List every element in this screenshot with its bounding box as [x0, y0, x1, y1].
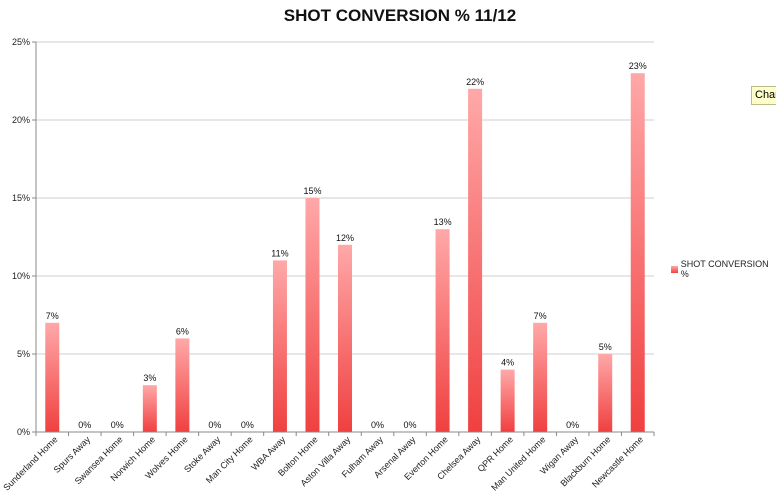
data-label: 7%: [46, 311, 59, 321]
y-tick-label: 10%: [12, 271, 30, 281]
legend-label: SHOT CONVERSION %: [680, 259, 769, 279]
data-label: 3%: [143, 373, 156, 383]
y-tick-label: 5%: [17, 349, 30, 359]
data-label: 6%: [176, 326, 189, 336]
data-label: 0%: [208, 420, 221, 430]
y-tick-label: 0%: [17, 427, 30, 437]
y-tick-label: 15%: [12, 193, 30, 203]
bar: [630, 73, 645, 432]
data-label: 4%: [501, 358, 514, 368]
data-label: 7%: [534, 311, 547, 321]
bar: [468, 88, 483, 433]
y-tick-label: 20%: [12, 115, 30, 125]
bar: [500, 369, 515, 432]
legend-swatch: [671, 265, 678, 273]
chart-title: SHOT CONVERSION % 11/12: [283, 6, 517, 25]
data-label: 0%: [371, 420, 384, 430]
bar: [175, 338, 190, 432]
tooltip: Char: [751, 86, 776, 105]
data-label: 11%: [271, 248, 288, 258]
data-label: 5%: [599, 342, 612, 352]
bar: [598, 354, 613, 432]
bar: [45, 322, 60, 432]
legend: SHOT CONVERSION %: [671, 259, 776, 279]
data-label: 15%: [303, 186, 321, 196]
data-label: 0%: [241, 420, 254, 430]
bar: [272, 260, 287, 432]
data-label: 12%: [336, 233, 354, 243]
data-label: 0%: [111, 420, 124, 430]
data-label: 0%: [566, 420, 579, 430]
y-tick-label: 25%: [12, 37, 30, 47]
bar: [533, 322, 548, 432]
bar: [305, 198, 320, 432]
data-label: 0%: [78, 420, 91, 430]
data-label: 23%: [629, 61, 647, 71]
data-label: 0%: [404, 420, 417, 430]
x-tick-label: Sunderland Home: [1, 434, 59, 492]
bar: [338, 244, 352, 432]
data-label: 13%: [434, 217, 452, 227]
bar: [435, 229, 450, 432]
data-label: 22%: [466, 77, 484, 87]
bar: [142, 385, 157, 432]
